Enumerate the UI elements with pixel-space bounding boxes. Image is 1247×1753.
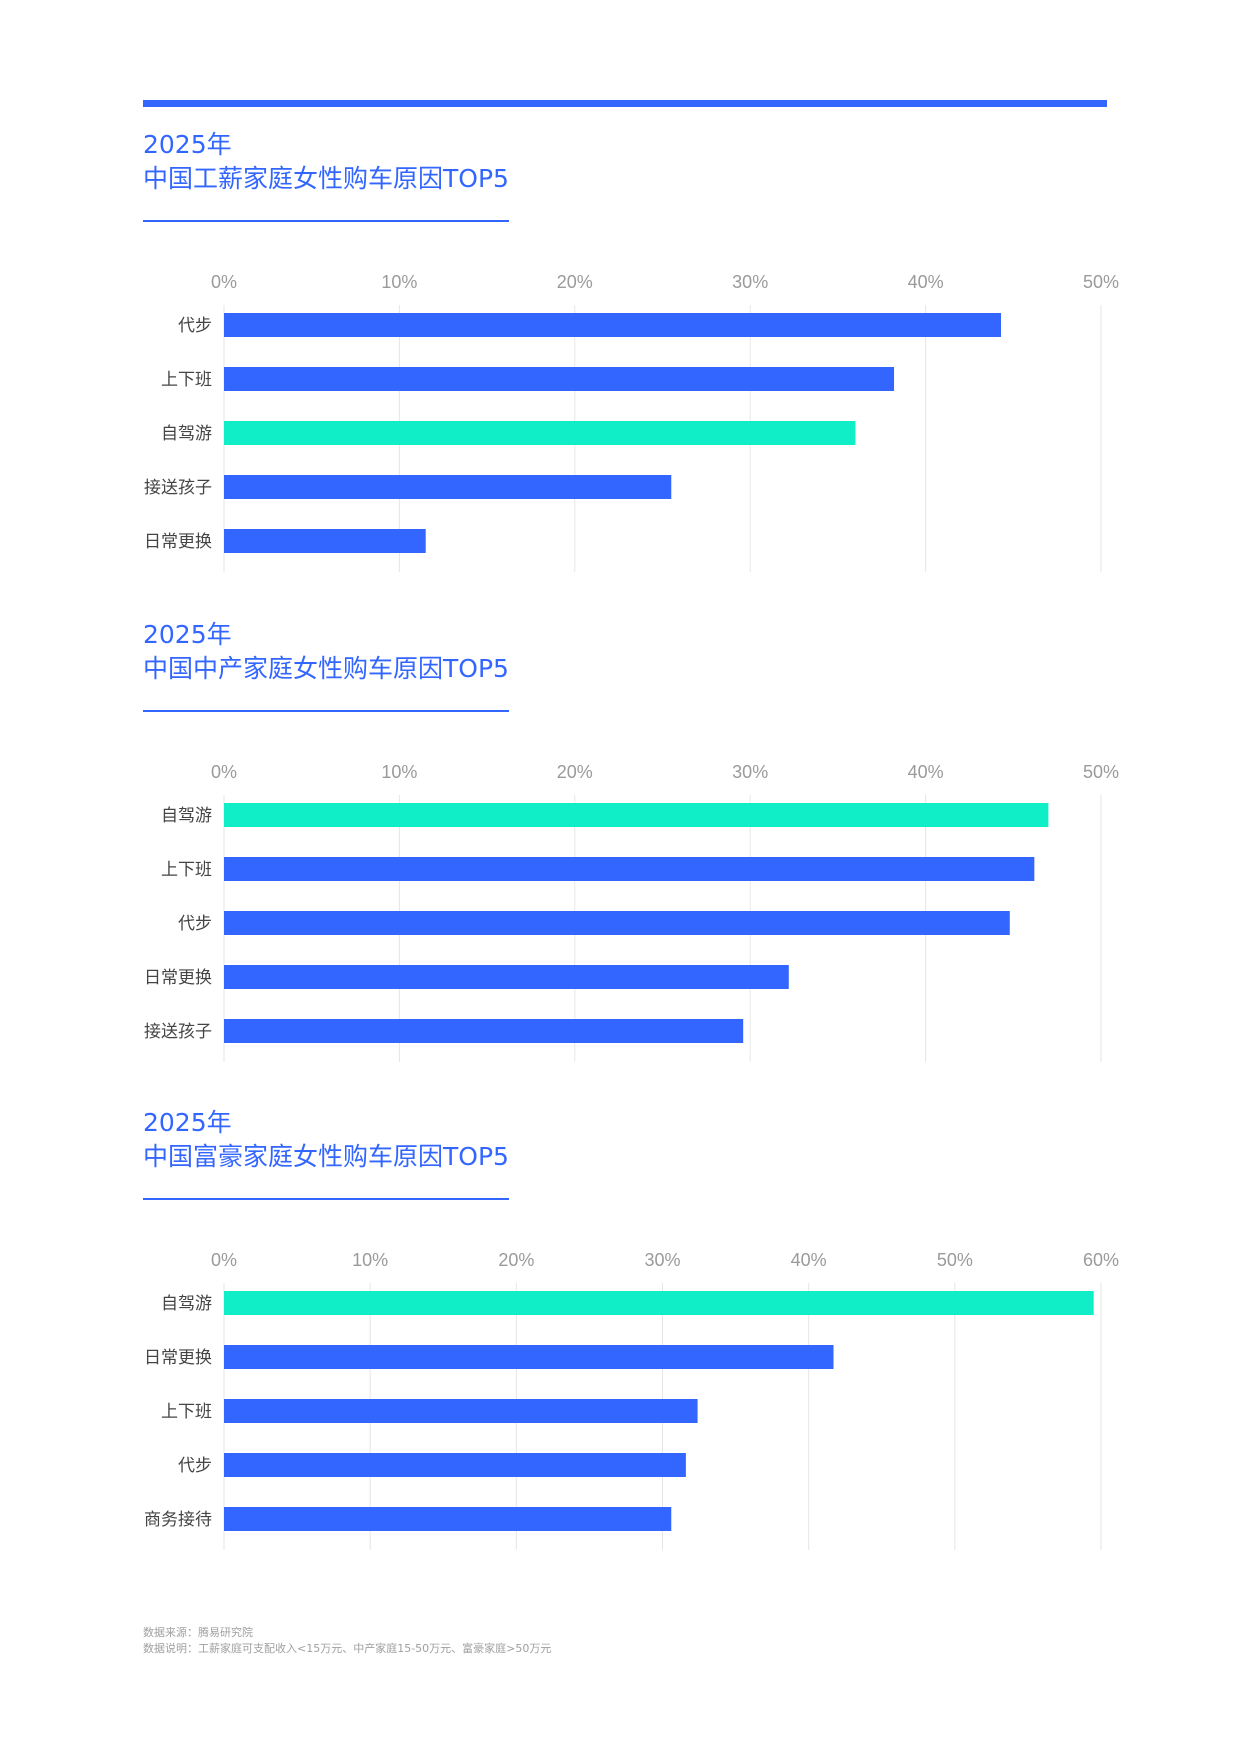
bar xyxy=(224,857,1035,881)
bar xyxy=(224,965,789,989)
footnote-note: 数据说明：工薪家庭可支配收入<15万元、中产家庭15-50万元、富豪家庭>50万… xyxy=(143,1642,552,1655)
x-tick-label: 0% xyxy=(211,1250,237,1270)
category-label: 自驾游 xyxy=(161,1294,212,1314)
x-tick-label: 40% xyxy=(791,1250,827,1270)
chart-3-title-year: 2025年 xyxy=(143,1108,232,1137)
x-tick-label: 10% xyxy=(381,762,417,782)
chart-2-title-main: 中国中产家庭女性购车原因TOP5 xyxy=(143,654,509,683)
category-label: 日常更换 xyxy=(144,968,212,988)
category-label: 自驾游 xyxy=(161,806,212,826)
chart-1-title: 2025年 中国工薪家庭女性购车原因TOP5 xyxy=(143,128,523,222)
bar xyxy=(224,911,1010,935)
chart-2-title-rule xyxy=(143,710,509,712)
bar xyxy=(224,421,856,445)
chart-1-title-main: 中国工薪家庭女性购车原因TOP5 xyxy=(143,164,509,193)
bar xyxy=(224,803,1049,827)
x-tick-label: 0% xyxy=(211,272,237,292)
x-tick-label: 10% xyxy=(352,1250,388,1270)
category-label: 代步 xyxy=(178,1456,212,1476)
x-tick-label: 0% xyxy=(211,762,237,782)
x-tick-label: 10% xyxy=(381,272,417,292)
x-tick-label: 30% xyxy=(732,762,768,782)
chart-3-title-main: 中国富豪家庭女性购车原因TOP5 xyxy=(143,1142,509,1171)
bar xyxy=(224,367,895,391)
category-label: 日常更换 xyxy=(144,532,212,552)
x-tick-label: 60% xyxy=(1083,1250,1119,1270)
chart-3-title: 2025年 中国富豪家庭女性购车原因TOP5 xyxy=(143,1106,523,1200)
category-label: 接送孩子 xyxy=(144,1022,212,1042)
x-tick-label: 50% xyxy=(1083,272,1119,292)
bar xyxy=(224,1291,1094,1315)
bar xyxy=(224,313,1002,337)
x-tick-label: 30% xyxy=(644,1250,680,1270)
category-label: 接送孩子 xyxy=(144,478,212,498)
category-label: 自驾游 xyxy=(161,424,212,444)
bar xyxy=(224,1019,744,1043)
x-tick-label: 20% xyxy=(557,762,593,782)
category-label: 上下班 xyxy=(161,860,212,880)
bar xyxy=(224,1399,698,1423)
x-tick-label: 40% xyxy=(908,762,944,782)
x-tick-label: 20% xyxy=(557,272,593,292)
chart-1-title-year: 2025年 xyxy=(143,130,232,159)
x-tick-label: 50% xyxy=(1083,762,1119,782)
x-tick-label: 50% xyxy=(937,1250,973,1270)
bar xyxy=(224,1345,834,1369)
chart-3-title-rule xyxy=(143,1198,509,1200)
x-tick-label: 40% xyxy=(908,272,944,292)
bar xyxy=(224,1507,672,1531)
bar xyxy=(224,529,426,553)
category-label: 代步 xyxy=(178,914,212,934)
chart-2-title-year: 2025年 xyxy=(143,620,232,649)
chart-1-title-rule xyxy=(143,220,509,222)
category-label: 商务接待 xyxy=(144,1510,212,1530)
chart-2-title: 2025年 中国中产家庭女性购车原因TOP5 xyxy=(143,618,523,712)
footnote: 数据来源：腾易研究院 数据说明：工薪家庭可支配收入<15万元、中产家庭15-50… xyxy=(143,1625,551,1657)
category-label: 上下班 xyxy=(161,1402,212,1422)
category-label: 代步 xyxy=(178,316,212,336)
x-tick-label: 30% xyxy=(732,272,768,292)
x-tick-label: 20% xyxy=(498,1250,534,1270)
top-accent-bar xyxy=(143,100,1107,107)
category-label: 日常更换 xyxy=(144,1348,212,1368)
bar xyxy=(224,1453,686,1477)
category-label: 上下班 xyxy=(161,370,212,390)
footnote-source: 数据来源：腾易研究院 xyxy=(143,1626,253,1639)
bar xyxy=(224,475,672,499)
